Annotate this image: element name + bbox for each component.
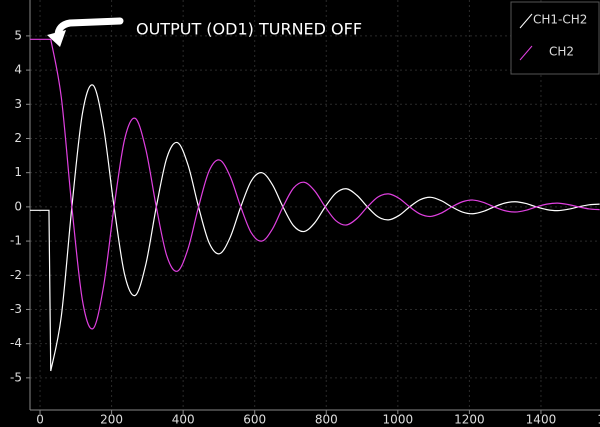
x-tick-label: 1600 [597, 413, 600, 427]
legend-swatch [519, 13, 533, 29]
x-tick-label: 0 [36, 413, 44, 427]
y-tick-label: 3 [14, 97, 22, 111]
series-line [30, 38, 600, 330]
y-tick-label: 4 [14, 63, 22, 77]
x-tick-label: 400 [172, 413, 195, 427]
legend-label: CH2 [549, 45, 574, 59]
y-tick-label: -2 [10, 268, 22, 282]
x-tick-label: 1200 [454, 413, 485, 427]
annotation-arrow [54, 17, 124, 40]
legend-box [510, 1, 600, 75]
y-tick-label: 5 [14, 28, 22, 42]
x-tick-label: 1000 [383, 413, 414, 427]
annotation-arrowhead [47, 30, 66, 47]
plot-area [30, 38, 600, 372]
y-tick-label: 2 [14, 131, 22, 145]
y-tick-label: 0 [14, 199, 22, 213]
y-tick-label: 1 [14, 165, 22, 179]
y-tick-label: -4 [10, 336, 22, 350]
x-tick-label: 200 [100, 413, 123, 427]
legend: CH1-CH2 CH2 [510, 1, 600, 75]
x-tick-label: 800 [315, 413, 338, 427]
y-tick-label: -3 [10, 302, 22, 316]
legend-label: CH1-CH2 [533, 13, 587, 27]
x-tick-label: 1400 [526, 413, 557, 427]
annotation: OUTPUT (OD1) TURNED OFF [136, 20, 362, 39]
x-tick-label: 600 [243, 413, 266, 427]
legend-swatch [519, 45, 533, 61]
y-tick-label: -5 [10, 370, 22, 384]
y-tick-label: -1 [10, 234, 22, 248]
series-line [30, 84, 600, 372]
